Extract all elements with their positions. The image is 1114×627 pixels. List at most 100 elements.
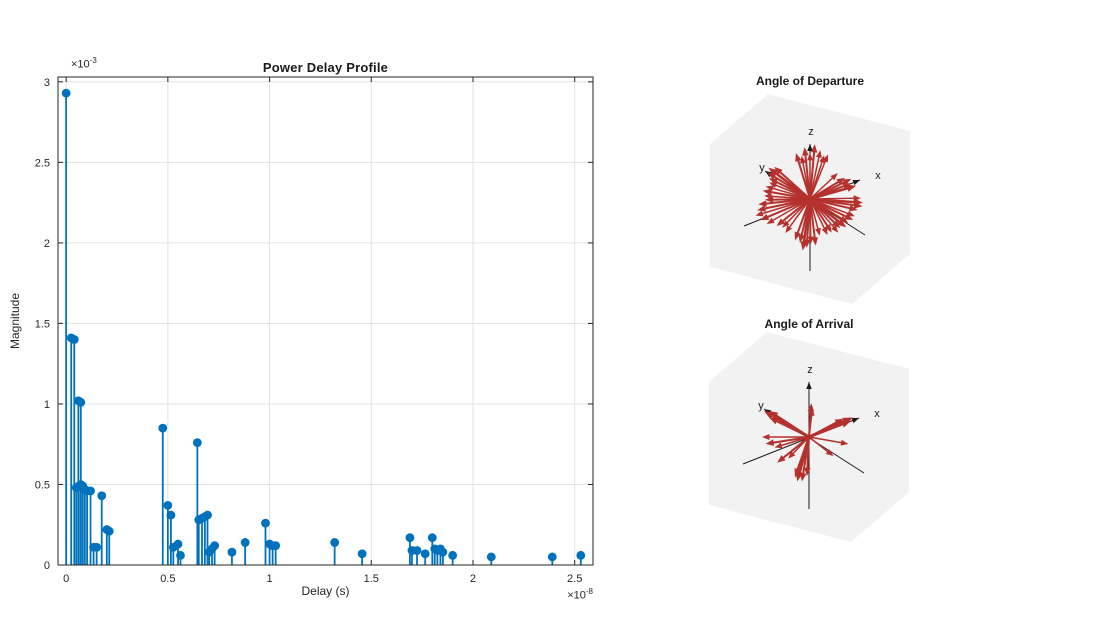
ray-arrowhead bbox=[769, 182, 778, 189]
pdp-x-exponent-base: ×10 bbox=[567, 589, 586, 602]
x-tick-label: 1 bbox=[266, 573, 272, 585]
stem-marker bbox=[158, 423, 168, 433]
ray-arrowhead bbox=[853, 198, 863, 206]
ray-line bbox=[808, 436, 831, 454]
stem-marker bbox=[97, 491, 107, 501]
pdp-y-exponent-base: ×10 bbox=[71, 58, 90, 71]
stem-marker bbox=[357, 549, 367, 559]
y-tick-label: 2 bbox=[44, 238, 50, 250]
ray-arrowhead bbox=[774, 442, 783, 449]
ray-line bbox=[795, 436, 811, 473]
aoa-panel: z x y bbox=[694, 322, 924, 552]
y-tick-label: 0 bbox=[44, 560, 50, 572]
ray-arrowhead bbox=[839, 215, 849, 223]
ray-arrowhead bbox=[774, 166, 783, 175]
y-axis-arrowhead bbox=[765, 171, 773, 178]
stem-marker bbox=[86, 486, 95, 496]
pdp-x-exponent: ×10-8 bbox=[443, 587, 593, 602]
ray-line bbox=[796, 157, 811, 200]
ray-arrowhead bbox=[768, 167, 778, 176]
ray-line bbox=[770, 436, 810, 445]
x-axis-label: x bbox=[874, 408, 880, 420]
ray-arrowhead bbox=[766, 217, 775, 224]
ray-arrowhead bbox=[822, 154, 828, 163]
ray-line bbox=[770, 198, 811, 223]
ray-line bbox=[809, 198, 817, 241]
y-tick-label: 0.5 bbox=[35, 479, 50, 491]
x-tick-label: 0.5 bbox=[160, 573, 175, 585]
ray-line bbox=[764, 198, 811, 220]
ray-arrowhead bbox=[765, 439, 775, 446]
x-axis-label: x bbox=[875, 170, 881, 182]
stem-marker bbox=[227, 547, 237, 557]
x-axis-arrowhead bbox=[852, 179, 860, 186]
ray-line bbox=[809, 179, 842, 200]
stem-marker bbox=[176, 550, 185, 560]
ray-arrowhead bbox=[769, 417, 779, 425]
stem-marker bbox=[438, 547, 448, 557]
ray-line bbox=[773, 418, 810, 438]
ray-arrowhead bbox=[821, 227, 828, 235]
ray-arrowhead bbox=[760, 213, 770, 221]
ray-line bbox=[767, 190, 811, 200]
ray-line bbox=[809, 198, 851, 216]
ray-line bbox=[787, 198, 811, 230]
stem-marker bbox=[92, 542, 102, 552]
ray-arrowhead bbox=[794, 231, 801, 241]
stem-marker bbox=[486, 552, 496, 562]
ray-line bbox=[778, 436, 810, 447]
ray-line bbox=[809, 154, 821, 200]
ray-arrowhead bbox=[800, 155, 806, 164]
ray-line bbox=[808, 412, 813, 438]
stem-marker bbox=[240, 538, 250, 547]
aoa-svg: z x y bbox=[709, 332, 909, 542]
ray-arrowhead bbox=[758, 200, 767, 207]
y-tick-label: 1 bbox=[44, 399, 50, 411]
stem-marker bbox=[192, 438, 202, 447]
stem-marker bbox=[173, 539, 183, 549]
pdp-x-axis-label: Delay (s) bbox=[301, 584, 350, 598]
x-axis-arrowhead bbox=[851, 417, 859, 424]
x-tick-label: 2 bbox=[470, 573, 476, 585]
y-axis-label: y bbox=[758, 400, 764, 412]
z-axis-arrowhead bbox=[806, 382, 812, 389]
ray-arrowhead bbox=[834, 418, 844, 426]
ray-arrowhead bbox=[788, 451, 796, 459]
stem-marker bbox=[412, 546, 422, 555]
stem-marker bbox=[76, 397, 86, 407]
stem-marker bbox=[448, 550, 458, 560]
ray-line bbox=[809, 197, 857, 200]
ray-arrowhead bbox=[762, 434, 770, 440]
ray-arrowhead bbox=[807, 153, 813, 161]
stem-marker bbox=[427, 533, 437, 543]
aoa-panel-title: Angle of Arrival bbox=[764, 317, 854, 331]
ray-arrowhead bbox=[767, 172, 777, 180]
ray-arrowhead bbox=[819, 155, 825, 164]
ray-arrowhead bbox=[777, 455, 786, 463]
ray-arrowhead bbox=[808, 408, 815, 416]
stem-marker bbox=[166, 510, 176, 520]
ray-arrowhead bbox=[815, 150, 822, 158]
ray-line bbox=[808, 420, 840, 438]
ray-line bbox=[809, 158, 828, 200]
pdp-y-exponent: ×10-3 bbox=[71, 56, 97, 71]
z-axis-arrowhead bbox=[807, 144, 813, 151]
pdp-y-axis-label: Magnitude bbox=[8, 292, 22, 350]
ray-arrowhead bbox=[842, 183, 852, 190]
ray-arrowhead bbox=[811, 237, 818, 246]
ray-arrowhead bbox=[846, 184, 857, 192]
pdp-svg: 0 0.5 1 1.5 2 2.5 0 0.5 1 1.5 2 2.5 3 bbox=[35, 76, 594, 585]
ray-line bbox=[784, 198, 811, 226]
ray-arrowhead bbox=[849, 204, 858, 212]
stem-marker bbox=[271, 541, 281, 551]
ray-line bbox=[790, 436, 810, 456]
ray-line bbox=[809, 175, 836, 200]
ray-arrowhead bbox=[853, 195, 861, 202]
ray-arrowhead bbox=[755, 210, 764, 217]
ray-arrowhead bbox=[798, 234, 805, 243]
ray-arrowhead bbox=[794, 467, 802, 478]
ray-arrowhead bbox=[757, 205, 766, 212]
y-axis-label: y bbox=[759, 162, 765, 174]
ray-arrowhead bbox=[824, 223, 832, 233]
